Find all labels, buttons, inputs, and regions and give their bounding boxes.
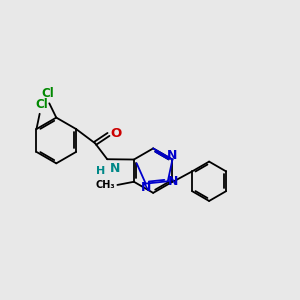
Text: N: N (167, 149, 178, 162)
Text: N: N (110, 162, 120, 175)
Text: Cl: Cl (36, 98, 49, 111)
Text: CH₃: CH₃ (95, 180, 115, 190)
Text: Cl: Cl (41, 87, 54, 100)
Text: H: H (96, 166, 105, 176)
Text: N: N (168, 175, 178, 188)
Text: N: N (140, 181, 151, 194)
Text: O: O (110, 127, 122, 140)
